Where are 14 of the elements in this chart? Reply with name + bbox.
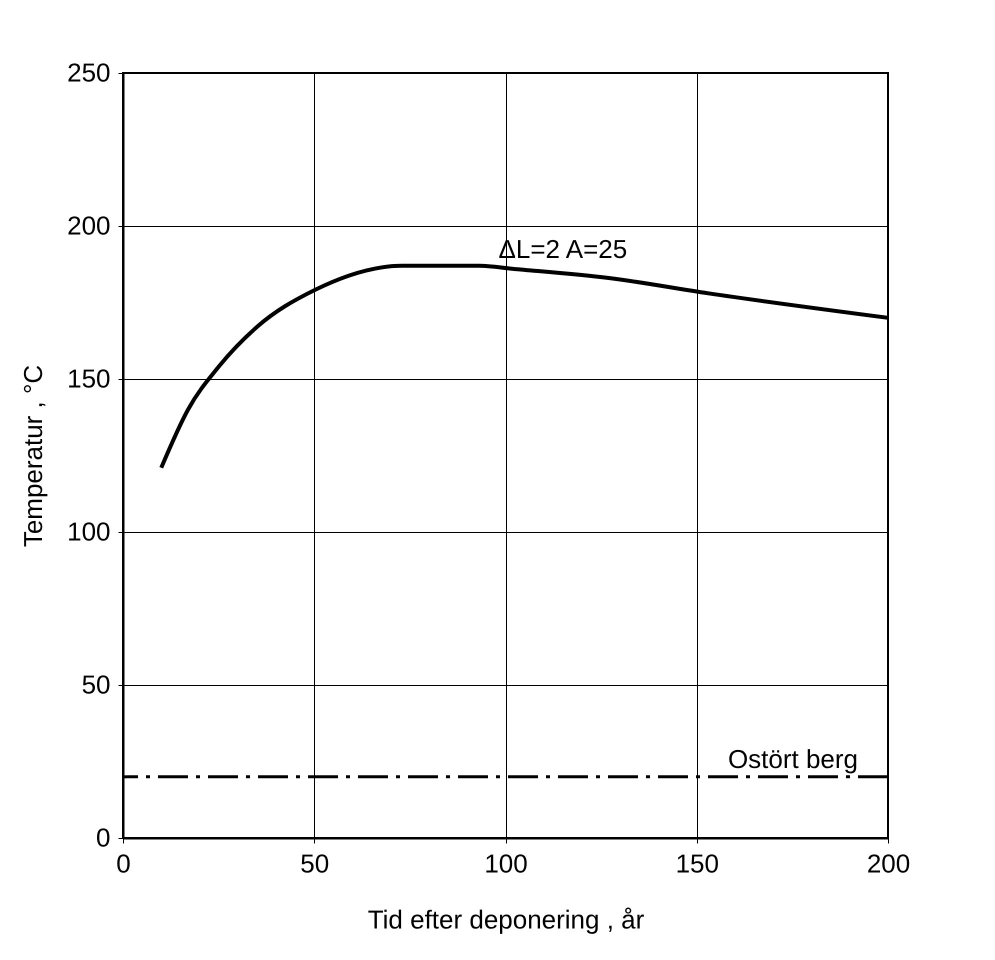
y-axis-title: Temperatur , °C (18, 364, 48, 548)
y-tick-label: 150 (67, 364, 110, 394)
x-tick-label: 50 (300, 848, 330, 878)
y-tick-label: 250 (67, 58, 110, 88)
y-tick-label: 0 (96, 822, 110, 852)
x-tick-label: 200 (866, 848, 910, 878)
x-axis-title: Tid efter deponering , år (368, 904, 645, 934)
x-tick-label: 0 (116, 848, 131, 878)
x-tick-label: 100 (484, 848, 528, 878)
ref-line-label: Ostört berg (728, 744, 858, 774)
y-tick-label: 200 (67, 210, 110, 240)
x-tick-label: 150 (676, 848, 719, 878)
y-tick-label: 50 (82, 670, 110, 700)
y-tick-label: 100 (67, 516, 110, 546)
